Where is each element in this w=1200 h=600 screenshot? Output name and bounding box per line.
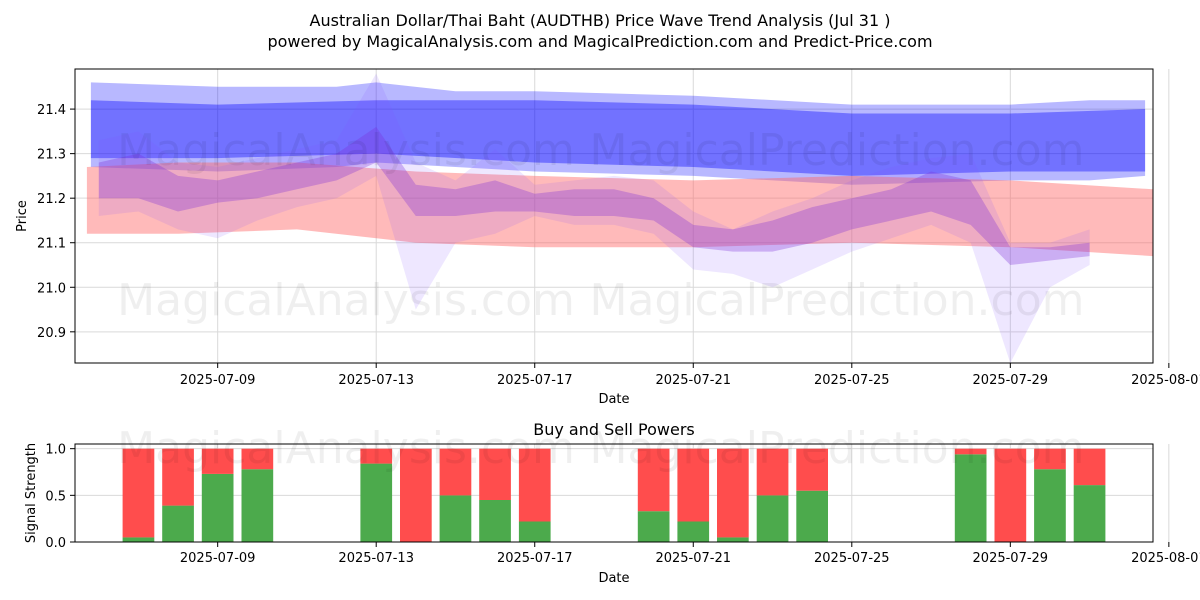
powers-bars xyxy=(122,448,1106,542)
buy-power-bar xyxy=(756,495,789,542)
red-outer-band xyxy=(86,162,1153,257)
powers-x-tick-label: 2025-07-29 xyxy=(973,551,1049,566)
price-x-tick-label: 2025-07-17 xyxy=(497,373,573,388)
powers-x-tick-label: 2025-07-21 xyxy=(655,551,731,566)
buy-power-bar xyxy=(122,537,155,542)
price-y-tick-label: 21.3 xyxy=(37,148,66,163)
sell-power-bar xyxy=(518,448,551,522)
sell-power-bar xyxy=(241,448,274,470)
price-x-tick-label: 2025-07-13 xyxy=(338,373,414,388)
buy-power-bar xyxy=(201,473,234,542)
sell-power-bar xyxy=(1073,448,1106,486)
powers-x-ticks: 2025-07-09 2025-07-13 2025-07-17 2025-07-21… xyxy=(180,542,1200,566)
buy-power-bar xyxy=(954,454,987,542)
watermark-prediction-bottom: MagicalPrediction.com xyxy=(590,423,1085,474)
powers-watermarks: MagicalAnalysis.com MagicalPrediction.co… xyxy=(117,423,1084,474)
sell-power-bar xyxy=(162,448,194,506)
price-gridlines xyxy=(75,69,1170,363)
sell-power-bar xyxy=(400,448,432,542)
price-x-tick-label: 2025-07-25 xyxy=(814,373,890,388)
blue-outer-band xyxy=(90,82,1146,185)
price-x-tick-label: 2025-08-01 xyxy=(1131,373,1200,388)
buy-power-bar xyxy=(796,490,828,542)
buy-power-bar xyxy=(717,537,749,542)
powers-x-tick-label: 2025-08-01 xyxy=(1131,551,1200,566)
sell-power-bar xyxy=(994,448,1027,542)
buy-power-bar xyxy=(1034,469,1066,542)
buy-power-bar xyxy=(439,495,472,542)
price-x-tick-label: 2025-07-29 xyxy=(973,373,1049,388)
powers-y-tick-label: 0.0 xyxy=(45,536,66,551)
purple-wave-core xyxy=(98,126,1090,266)
price-x-tick-label: 2025-07-21 xyxy=(655,373,731,388)
watermark-analysis-mid: MagicalAnalysis.com xyxy=(117,275,575,326)
price-watermarks: MagicalAnalysis.com MagicalPrediction.co… xyxy=(117,125,1084,326)
price-x-tick-label: 2025-07-09 xyxy=(180,373,256,388)
powers-y-axis-label: Signal Strength xyxy=(24,443,39,543)
purple-wave-wide xyxy=(98,73,1090,363)
powers-y-tick-label: 1.0 xyxy=(45,443,66,458)
powers-x-tick-label: 2025-07-13 xyxy=(338,551,414,566)
buy-power-bar xyxy=(360,463,393,542)
buy-power-bar xyxy=(162,505,194,542)
buy-power-bar xyxy=(677,521,710,542)
buy-power-bar xyxy=(479,500,511,542)
powers-x-axis-label: Date xyxy=(598,571,629,586)
sell-power-bar xyxy=(717,448,749,538)
price-y-tick-label: 21.1 xyxy=(37,237,66,252)
price-plot: MagicalAnalysis.com MagicalPrediction.co… xyxy=(15,68,1200,407)
price-bands xyxy=(86,73,1153,363)
powers-x-tick-label: 2025-07-17 xyxy=(497,551,573,566)
watermark-analysis-top: MagicalAnalysis.com xyxy=(117,125,575,176)
powers-y-tick-label: 0.5 xyxy=(45,489,66,504)
powers-y-ticks: 0.0 0.5 1.0 xyxy=(45,443,75,551)
blue-inner-band xyxy=(90,100,1146,176)
sell-power-bar xyxy=(122,448,155,538)
sell-power-bar xyxy=(360,448,393,464)
powers-x-tick-label: 2025-07-25 xyxy=(814,551,890,566)
buy-power-bar xyxy=(241,469,274,542)
sell-power-bar xyxy=(796,448,828,491)
price-y-tick-label: 21.4 xyxy=(37,103,66,118)
powers-plot: Buy and Sell Powers MagicalAnalysis.com … xyxy=(24,420,1200,586)
price-y-tick-label: 21.2 xyxy=(37,192,66,207)
price-x-ticks: 2025-07-09 2025-07-13 2025-07-17 2025-07-21… xyxy=(180,363,1200,388)
price-y-ticks: 20.9 21.0 21.1 21.2 21.3 21.4 xyxy=(37,103,75,341)
watermark-analysis-bottom: MagicalAnalysis.com xyxy=(117,423,575,474)
sell-power-bar xyxy=(439,448,472,496)
sell-power-bar xyxy=(479,448,511,500)
sell-power-bar xyxy=(637,448,670,512)
price-x-axis-label: Date xyxy=(598,392,629,407)
sell-power-bar xyxy=(677,448,710,522)
sell-power-bar xyxy=(1034,448,1066,470)
chart-title: Australian Dollar/Thai Baht (AUDTHB) Pri… xyxy=(310,11,891,30)
powers-plot-frame xyxy=(74,443,1154,543)
price-plot-frame xyxy=(74,68,1154,364)
price-y-axis-label: Price xyxy=(15,200,30,232)
buy-power-bar xyxy=(1073,485,1106,542)
buy-power-bar xyxy=(637,511,670,542)
watermark-prediction-top: MagicalPrediction.com xyxy=(590,125,1085,176)
sell-power-bar xyxy=(201,448,234,474)
sell-power-bar xyxy=(756,448,789,496)
powers-title: Buy and Sell Powers xyxy=(533,420,695,439)
powers-x-tick-label: 2025-07-09 xyxy=(180,551,256,566)
sell-power-bar xyxy=(954,448,987,455)
price-y-tick-label: 20.9 xyxy=(37,326,66,341)
chart-subtitle: powered by MagicalAnalysis.com and Magic… xyxy=(267,32,932,51)
buy-power-bar xyxy=(518,521,551,542)
price-y-tick-label: 21.0 xyxy=(37,281,66,296)
watermark-prediction-mid: MagicalPrediction.com xyxy=(590,275,1085,326)
